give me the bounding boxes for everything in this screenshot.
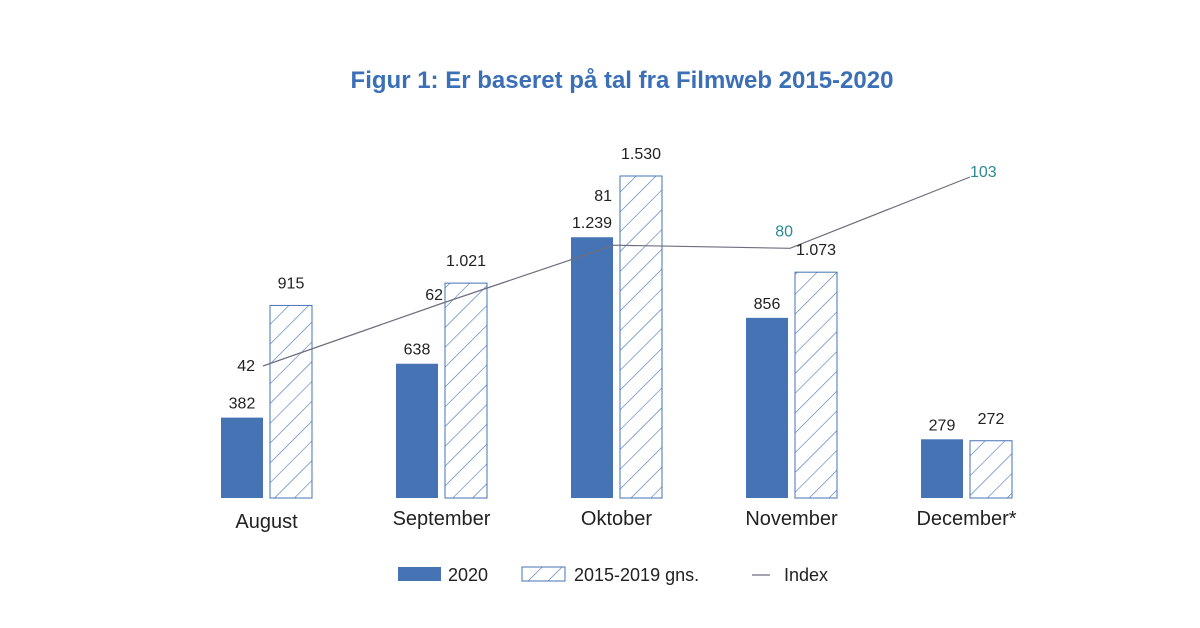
label-2020-2: 1.239: [572, 215, 612, 232]
bar-avg-3: [794, 271, 838, 499]
index-label-3: 80: [775, 223, 793, 240]
category-label-2: Oktober: [581, 508, 652, 530]
label-2020-1: 638: [404, 342, 431, 359]
category-label-group: August September Oktober November December*: [235, 508, 1016, 533]
label-avg-3: 1.073: [796, 242, 836, 259]
category-label-4: December*: [916, 508, 1016, 530]
index-label-0: 42: [237, 358, 255, 375]
label-2020-0: 382: [229, 396, 256, 413]
index-label-2: 81: [594, 188, 612, 205]
label-avg-4: 272: [978, 411, 1005, 428]
bar-2020-2: [571, 237, 613, 498]
index-line: [262, 176, 971, 367]
category-label-1: September: [393, 508, 491, 530]
index-line-group: [262, 176, 971, 367]
bar-2020-1: [396, 363, 438, 498]
label-avg-2: 1.530: [621, 146, 661, 163]
bar-2020-4: [921, 439, 963, 498]
data-label-group: 382 915 638 1.021 1.239 1.530 856 1.073 279 272 42…: [229, 146, 1005, 434]
category-label-3: November: [745, 508, 838, 530]
index-label-4: 103: [970, 164, 997, 181]
bar-group: [221, 175, 1013, 499]
bar-avg-0: [269, 304, 313, 499]
bar-avg-4: [969, 440, 1013, 499]
label-avg-1: 1.021: [446, 253, 486, 270]
legend: 2020 2015-2019 gns. Index: [398, 565, 828, 585]
label-avg-0: 915: [278, 275, 305, 292]
bar-avg-2: [619, 175, 663, 499]
bar-2020-0: [221, 417, 263, 498]
legend-swatch-2020: [398, 567, 441, 581]
label-2020-3: 856: [754, 296, 781, 313]
category-label-0: August: [235, 511, 298, 533]
bar-2020-3: [746, 317, 788, 498]
index-label-1: 62: [425, 287, 443, 304]
legend-swatch-avg: [521, 566, 566, 582]
bar-avg-1: [444, 282, 488, 499]
label-2020-4: 279: [929, 417, 956, 434]
legend-label-2020: 2020: [448, 565, 488, 585]
legend-label-avg: 2015-2019 gns.: [574, 565, 699, 585]
chart-title: Figur 1: Er baseret på tal fra Filmweb 2…: [351, 67, 894, 94]
legend-label-index: Index: [784, 565, 828, 585]
